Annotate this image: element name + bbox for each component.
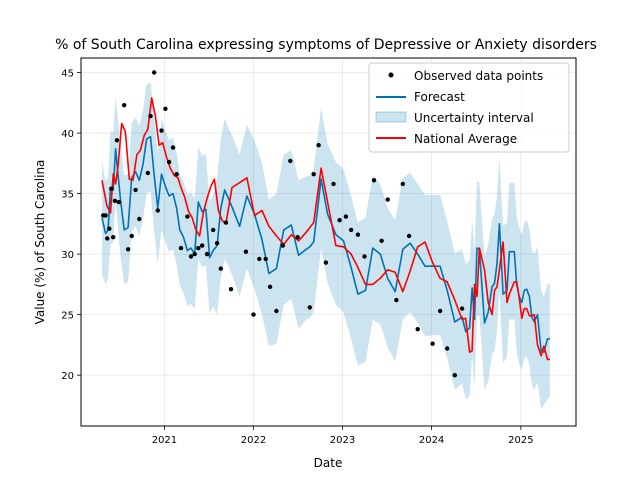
x-tick-label: 2022 <box>241 435 266 446</box>
observed-point <box>145 170 150 176</box>
observed-point <box>267 284 273 289</box>
observed-point <box>218 266 223 271</box>
legend-label-forecast: Forecast <box>414 90 465 104</box>
y-tick-label: 35 <box>61 190 74 201</box>
forecast-line <box>101 135 550 354</box>
observed-point <box>159 128 164 133</box>
observed-point <box>430 341 435 346</box>
observed-point <box>223 220 229 225</box>
x-tick-label: 2023 <box>330 435 355 446</box>
chart-title: % of South Carolina expressing symptoms … <box>55 37 597 53</box>
legend-marker-observed <box>388 72 394 78</box>
x-tick-label: 2024 <box>419 435 444 446</box>
observed-point <box>163 106 168 112</box>
legend-box <box>368 62 570 153</box>
observed-point <box>112 198 118 203</box>
y-tick-label: 25 <box>61 311 74 322</box>
national-average-line <box>101 97 550 361</box>
uncertainty-band <box>102 82 550 410</box>
y-tick-label: 45 <box>61 69 74 80</box>
x-tick-label: 2021 <box>152 435 177 446</box>
observed-point <box>331 181 336 187</box>
observed-points <box>101 70 465 378</box>
observed-point <box>166 159 172 165</box>
y-axis: 20 25 30 35 40 45 <box>61 69 81 382</box>
observed-point <box>148 113 153 119</box>
observed-point <box>406 233 412 239</box>
observed-point <box>204 251 210 257</box>
x-axis-label: Date <box>314 456 343 470</box>
plot-frame <box>80 57 577 427</box>
observed-point <box>185 214 190 219</box>
observed-point <box>129 233 134 239</box>
observed-point <box>257 256 262 262</box>
observed-point <box>311 172 316 177</box>
observed-point <box>394 297 399 303</box>
observed-point <box>362 254 367 259</box>
observed-point <box>452 373 457 378</box>
observed-point <box>188 254 194 259</box>
observed-point <box>355 232 361 237</box>
legend-label-observed: Observed data points <box>414 69 543 83</box>
legend: Observed data points Forecast Uncertaint… <box>368 62 570 153</box>
observed-point <box>385 197 390 202</box>
national-average-series <box>101 97 550 361</box>
observed-point <box>133 187 138 193</box>
observed-point <box>348 227 354 233</box>
observed-point <box>152 70 157 75</box>
observed-point <box>295 235 300 240</box>
observed-point <box>343 214 349 219</box>
observed-point <box>125 247 131 252</box>
observed-point <box>288 158 293 164</box>
observed-point <box>228 287 234 292</box>
observed-point <box>103 213 108 218</box>
observed-point <box>111 235 116 240</box>
observed-point <box>415 327 420 332</box>
forecast-series <box>101 135 550 354</box>
observed-point <box>109 186 114 191</box>
observed-point <box>274 308 279 314</box>
observed-point <box>116 199 122 205</box>
observed-point <box>114 138 120 143</box>
observed-point <box>178 245 184 251</box>
x-tick-label: 2025 <box>508 435 533 446</box>
observed-point <box>307 305 312 310</box>
observed-point <box>170 145 176 150</box>
observed-point <box>437 308 443 314</box>
observed-point <box>192 251 197 257</box>
y-axis-label: Value (%) of South Carolina <box>33 160 47 325</box>
observed-point <box>337 218 342 223</box>
observed-point <box>200 243 205 248</box>
observed-point <box>263 256 268 262</box>
observed-point <box>316 143 321 148</box>
observed-point <box>211 227 216 233</box>
observed-point <box>214 241 220 246</box>
observed-point <box>105 236 110 241</box>
observed-point <box>174 172 179 177</box>
y-tick-label: 40 <box>61 129 74 140</box>
observed-point <box>371 178 377 183</box>
observed-point <box>323 260 329 265</box>
observed-point <box>379 238 384 243</box>
observed-point <box>243 249 249 254</box>
observed-point <box>122 103 127 108</box>
y-tick-label: 20 <box>61 371 74 382</box>
observed-point <box>155 208 160 213</box>
legend-label-national: National Average <box>414 132 517 146</box>
observed-point <box>445 346 450 351</box>
observed-point <box>280 243 285 248</box>
legend-label-uncertainty: Uncertainty interval <box>414 111 534 125</box>
uncertainty-interval <box>102 82 550 410</box>
observed-point <box>196 245 201 251</box>
observed-point <box>107 226 112 231</box>
observed-point <box>459 306 465 311</box>
x-axis: 2021 2022 2023 2024 2025 <box>152 426 534 446</box>
legend-marker-uncertainty <box>375 111 407 123</box>
observed-point <box>400 181 405 187</box>
observed-point <box>251 312 256 317</box>
observed-point <box>137 216 142 222</box>
y-tick-label: 30 <box>61 250 74 261</box>
